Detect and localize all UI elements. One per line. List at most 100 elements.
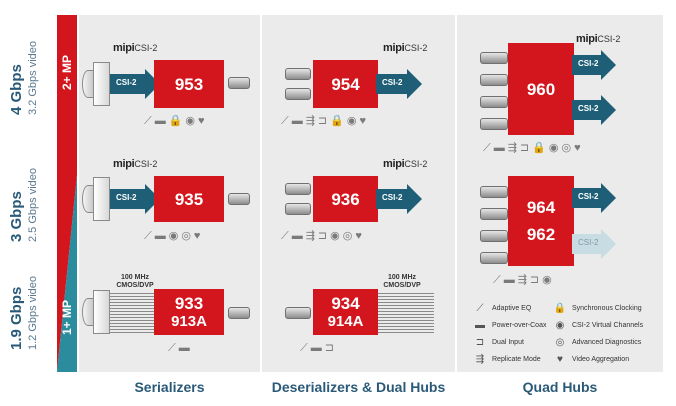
chip-960: 960 xyxy=(508,43,574,135)
chip-954: 954 xyxy=(313,60,378,108)
power-over-coax-icon: ▬ xyxy=(475,320,485,331)
column-title-quad-hubs: Quad Hubs xyxy=(522,379,598,395)
arrow-label: CSI-2 xyxy=(116,78,137,87)
coax-connector xyxy=(480,74,508,86)
coax-connector xyxy=(480,52,508,64)
cmos-dvp-label: 100 MHz CMOS/DVP xyxy=(383,274,421,289)
adaptive-eq-icon: ⟋ xyxy=(281,230,289,242)
legend-item: ⇶ Replicate Mode xyxy=(472,354,541,365)
power-over-coax-icon: ▬ xyxy=(493,142,505,154)
rate-sub: 3.2 Gbps video xyxy=(27,41,39,115)
mipi-logo: mipiCSI-2 xyxy=(113,42,158,54)
coax-connector xyxy=(480,252,508,264)
sync-clock-icon: 🔒 xyxy=(168,115,183,127)
arrow-label: CSI-2 xyxy=(382,193,403,202)
power-over-coax-icon: ▬ xyxy=(291,230,303,242)
coax-connector xyxy=(480,118,508,130)
chip-936: 936 xyxy=(313,176,378,222)
virtual-channels-icon: ◉ xyxy=(555,320,565,331)
feature-icons-953: ⟋ ▬ 🔒 ◉ ♥ xyxy=(144,115,205,127)
virtual-channels-icon: ◉ xyxy=(346,115,357,127)
column-title-serializers: Serializers xyxy=(134,379,205,395)
chip-935: 935 xyxy=(154,176,224,222)
arrow-label: CSI-2 xyxy=(116,193,137,202)
dual-input-icon: ⊐ xyxy=(324,342,334,354)
band-bottom-segment xyxy=(57,175,77,372)
virtual-channels-icon: ◉ xyxy=(542,274,552,286)
adaptive-eq-icon: ⟋ xyxy=(168,342,176,354)
coax-connector xyxy=(285,88,311,100)
coax-connector xyxy=(228,77,250,89)
arrow-label: CSI-2 xyxy=(578,192,599,201)
coax-connector xyxy=(228,193,250,205)
csi2-input-arrow: CSI-2 xyxy=(110,69,160,99)
adaptive-eq-icon: ⟋ xyxy=(476,303,484,314)
rate-main: 4 Gbps xyxy=(8,64,25,115)
dual-input-icon: ⊐ xyxy=(529,274,540,286)
csi2-output-arrow: CSI-2 xyxy=(572,50,616,80)
mipi-logo: mipiCSI-2 xyxy=(383,158,428,170)
csi2-output-arrow-optional: CSI-2 xyxy=(572,229,616,259)
adaptive-eq-icon: ⟋ xyxy=(144,230,152,242)
replicate-icon: ⇶ xyxy=(475,354,485,365)
aggregation-icon: ♥ xyxy=(198,115,205,127)
arrow-label: CSI-2 xyxy=(578,238,599,247)
sync-clock-icon: 🔒 xyxy=(532,142,546,154)
sync-clock-icon: 🔒 xyxy=(330,115,344,127)
mipi-logo: mipiCSI-2 xyxy=(383,42,428,54)
cmos-dvp-label: 100 MHz CMOS/DVP xyxy=(116,274,154,289)
coax-connector xyxy=(285,183,311,195)
arrow-label: CSI-2 xyxy=(578,59,599,68)
replicate-icon: ⇶ xyxy=(305,230,315,242)
parallel-bus xyxy=(378,293,434,333)
virtual-channels-icon: ◉ xyxy=(185,115,196,127)
legend-item: 🔒 Synchronous Clocking xyxy=(553,303,642,314)
csi2-output-arrow: CSI-2 xyxy=(376,184,422,214)
dual-input-icon: ⊐ xyxy=(317,115,328,127)
coax-connector xyxy=(285,68,311,80)
coax-connector xyxy=(480,208,508,220)
column-title-deserializers: Deserializers & Dual Hubs xyxy=(271,379,446,395)
sync-clock-icon: 🔒 xyxy=(553,303,567,314)
csi2-output-arrow: CSI-2 xyxy=(376,69,422,99)
legend-item: ⟋ Adaptive EQ xyxy=(472,303,532,314)
dual-input-icon: ⊐ xyxy=(519,142,530,154)
adaptive-eq-icon: ⟋ xyxy=(483,142,491,154)
replicate-icon: ⇶ xyxy=(305,115,315,127)
adaptive-eq-icon: ⟋ xyxy=(281,115,289,127)
legend-item: ⊐ Dual Input xyxy=(472,337,524,348)
feature-icons-964: ⟋ ▬ ⇶ ⊐ ◉ xyxy=(493,274,552,286)
resolution-band xyxy=(57,15,77,372)
virtual-channels-icon: ◉ xyxy=(548,142,559,154)
camera-icon xyxy=(82,290,110,334)
feature-icons-936: ⟋ ▬ ⇶ ⊐ ◉ ◎ ♥ xyxy=(281,230,362,242)
rate-main: 3 Gbps xyxy=(8,191,25,242)
replicate-icon: ⇶ xyxy=(517,274,527,286)
dual-input-icon: ⊐ xyxy=(317,230,328,242)
power-over-coax-icon: ▬ xyxy=(310,342,322,354)
aggregation-icon: ♥ xyxy=(193,230,201,242)
adaptive-eq-icon: ⟋ xyxy=(300,342,308,354)
feature-icons-934: ⟋ ▬ ⊐ xyxy=(300,342,334,354)
diagnostics-icon: ◎ xyxy=(181,230,191,242)
csi2-output-arrow: CSI-2 xyxy=(572,95,616,125)
aggregation-icon: ♥ xyxy=(557,354,563,365)
chip-934-914a: 934 914A xyxy=(313,289,378,335)
coax-connector xyxy=(285,307,311,319)
aggregation-icon: ♥ xyxy=(359,115,366,127)
power-over-coax-icon: ▬ xyxy=(154,115,166,127)
legend-item: ◎ Advanced Diagnostics xyxy=(552,337,642,348)
aggregation-icon: ♥ xyxy=(355,230,362,242)
feature-icons-935: ⟋ ▬ ◉ ◎ ♥ xyxy=(144,230,200,242)
chip-964-962: 964 962 xyxy=(508,176,574,266)
csi2-output-arrow: CSI-2 xyxy=(572,183,616,213)
diagnostics-icon: ◎ xyxy=(342,230,353,242)
adaptive-eq-icon: ⟋ xyxy=(493,274,501,286)
diagnostics-icon: ◎ xyxy=(561,142,572,154)
rate-main: 1.9 Gbps xyxy=(8,286,25,350)
feature-icons-933: ⟋ ▬ xyxy=(168,342,190,354)
power-over-coax-icon: ▬ xyxy=(154,230,166,242)
replicate-icon: ⇶ xyxy=(507,142,517,154)
coax-connector xyxy=(480,96,508,108)
camera-icon xyxy=(82,62,110,106)
